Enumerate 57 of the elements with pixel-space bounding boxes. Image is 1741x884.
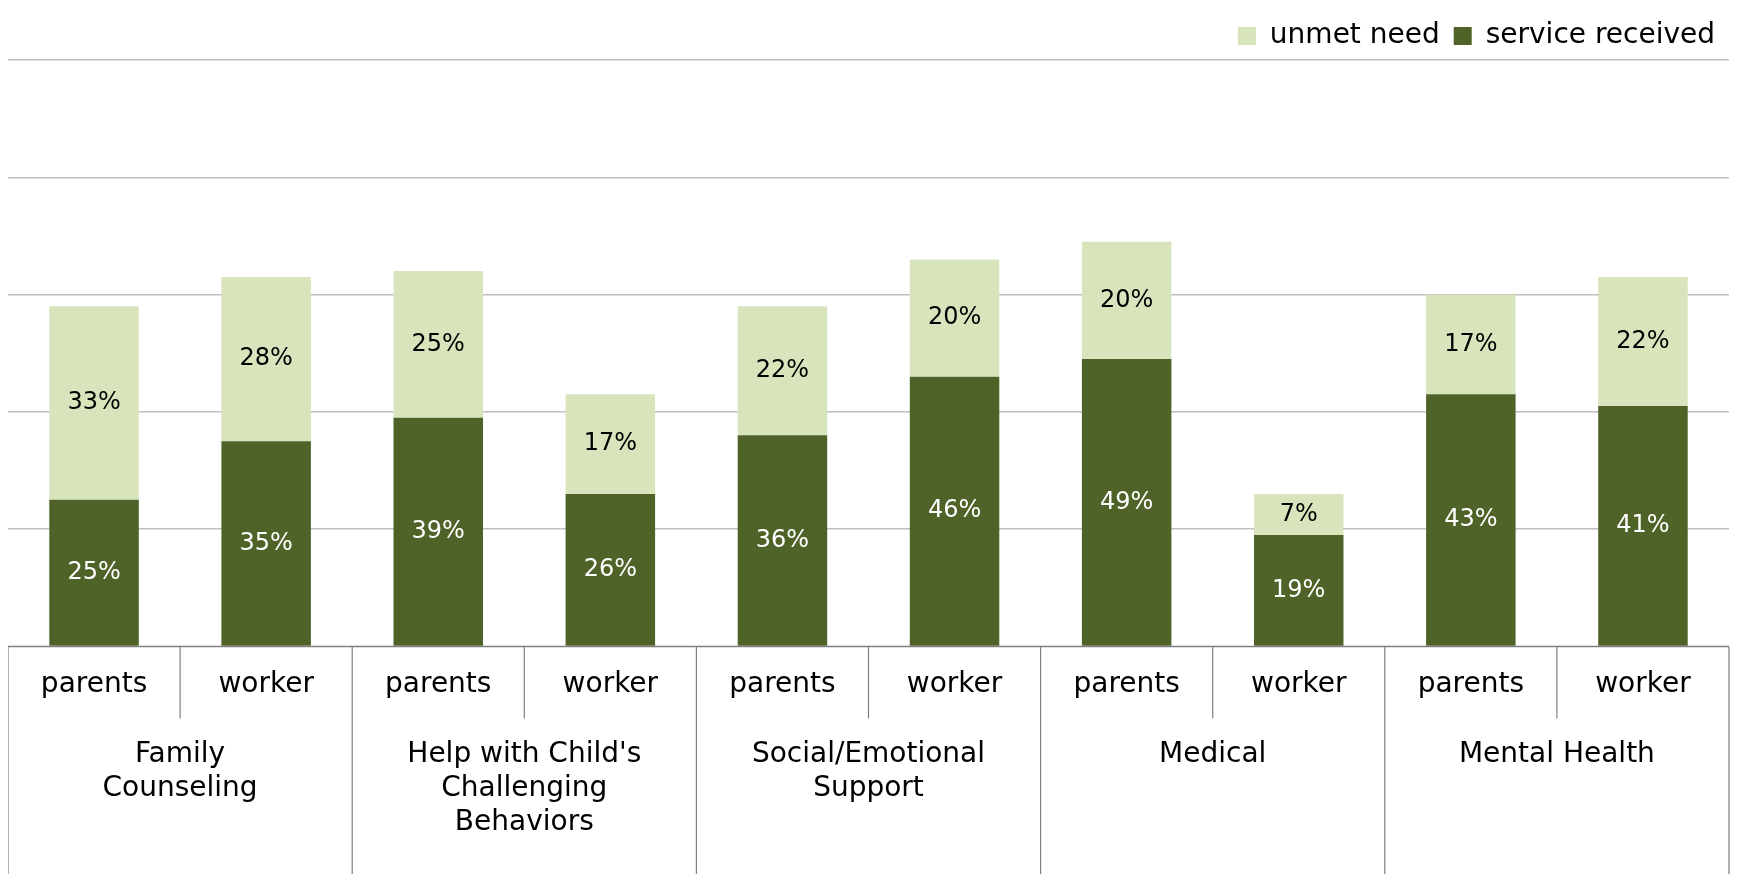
bar	[909, 259, 1000, 377]
text: Help with Child's Challenging Behaviors	[407, 735, 642, 837]
bar	[1426, 394, 1516, 646]
data-label: 35%	[239, 527, 293, 556]
data-label: 41%	[1616, 510, 1670, 539]
bar	[1598, 276, 1688, 406]
x-tick-label: worker	[1595, 666, 1692, 700]
bar	[737, 306, 828, 436]
data-label: 43%	[1444, 504, 1498, 533]
data-label: 17%	[583, 428, 638, 457]
data-label: 19%	[1272, 574, 1326, 603]
x-tick-label: parents	[385, 666, 492, 700]
data-label: 46%	[927, 495, 982, 524]
data-label: 33%	[67, 387, 121, 416]
bar	[1254, 493, 1344, 535]
bar	[737, 435, 828, 646]
bar	[1598, 405, 1688, 646]
data-label: 22%	[1616, 325, 1670, 354]
data-label: 28%	[239, 343, 293, 372]
x-tick-label: parents	[40, 666, 148, 700]
bar	[393, 271, 483, 418]
bar	[393, 417, 483, 646]
text: Social/Emotional Support	[751, 735, 986, 803]
x-tick-label: worker	[1251, 666, 1347, 700]
data-label: 49%	[1099, 486, 1154, 515]
data-label: 22%	[755, 355, 810, 384]
x-tick-label: parents	[1417, 666, 1525, 700]
text: Medical	[1159, 735, 1267, 769]
data-label: 26%	[583, 554, 638, 583]
bar	[1081, 241, 1172, 360]
legend-label: service received	[1485, 17, 1716, 51]
bar	[221, 276, 311, 442]
data-label: 17%	[1444, 328, 1498, 357]
bar	[49, 306, 139, 500]
bar	[565, 493, 656, 646]
text: Mental Health	[1458, 735, 1655, 769]
bar	[1254, 534, 1344, 646]
legend-label: unmet need	[1269, 17, 1440, 51]
bar	[221, 441, 311, 646]
data-label: 20%	[927, 302, 982, 331]
data-label: 36%	[755, 524, 810, 553]
data-label: 39%	[411, 515, 465, 544]
data-label: 20%	[1099, 284, 1154, 313]
bar	[909, 376, 1000, 646]
text: Family Counseling	[102, 735, 258, 803]
x-tick-label: parents	[1073, 666, 1180, 700]
x-tick-label: worker	[562, 666, 659, 700]
data-label: 25%	[411, 328, 465, 357]
bar	[1081, 359, 1172, 646]
bar	[1426, 294, 1516, 395]
bar	[565, 394, 656, 494]
x-tick-label: worker	[218, 666, 315, 700]
data-label: 25%	[67, 556, 121, 585]
x-tick-label: parents	[729, 666, 836, 700]
data-label: 7%	[1279, 498, 1318, 527]
bar	[49, 499, 139, 646]
x-tick-label: worker	[906, 666, 1003, 700]
